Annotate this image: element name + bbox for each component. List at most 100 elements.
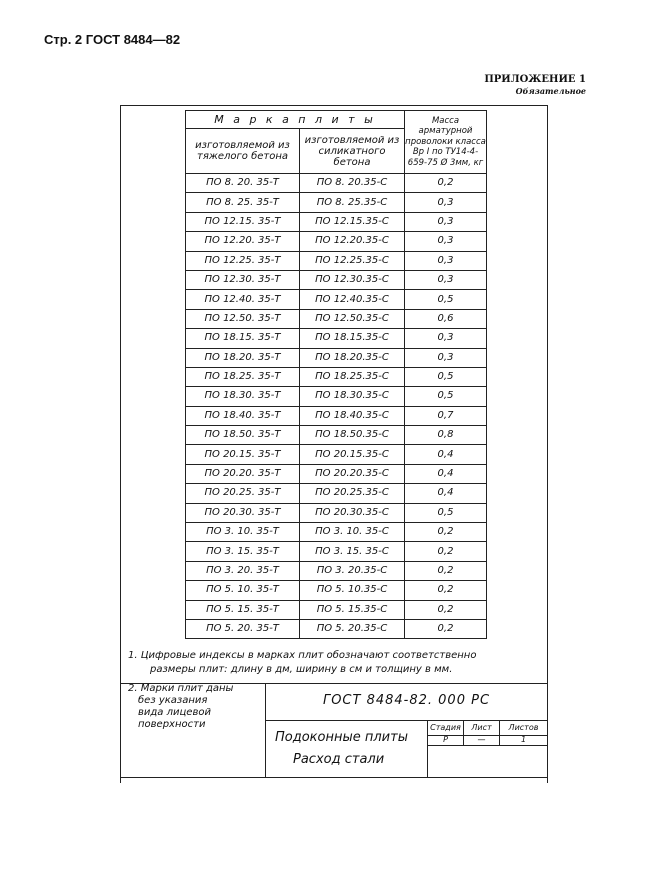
silicate-concrete-mark: ПО 12.20.35-С: [299, 231, 405, 252]
table-row: ПО 12.40. 35-Т ПО 12.40.35-С 0,5: [185, 289, 487, 310]
steel-mass: 0,7: [404, 405, 487, 427]
silicate-concrete-mark: ПО 18.50.35-С: [299, 425, 405, 446]
sheet-value: —: [477, 735, 486, 744]
silicate-concrete-mark: ПО 12.50.35-С: [299, 308, 405, 330]
appendix-status: Обязательное: [515, 86, 586, 96]
note-2-line: поверхности: [138, 719, 206, 730]
steel-mass: 0,2: [404, 560, 487, 582]
heavy-concrete-mark: ПО 3. 15. 35-Т: [185, 541, 300, 562]
silicate-concrete-mark: ПО 12.40.35-С: [299, 289, 405, 310]
steel-mass: 0,2: [404, 618, 487, 640]
silicate-concrete-mark: ПО 18.30.35-С: [299, 386, 405, 407]
sheets-label: Листов: [508, 723, 539, 732]
silicate-concrete-mark: ПО 20.25.35-С: [299, 483, 405, 504]
stage-value: Р: [443, 735, 448, 744]
steel-mass: 0,4: [404, 463, 487, 485]
heavy-concrete-mark: ПО 3. 20. 35-Т: [185, 560, 300, 582]
frame-top: [120, 105, 547, 106]
steel-mass: 0,8: [404, 425, 487, 446]
table-row: ПО 8. 20. 35-Т ПО 8. 20.35-С 0,2: [185, 172, 487, 194]
table-row: ПО 5. 20. 35-Т ПО 5. 20.35-С 0,2: [185, 618, 487, 640]
group-header: М а р к а п л и т ы: [185, 110, 405, 129]
note-2-line: без указания: [138, 695, 208, 706]
steel-mass: 0,2: [404, 172, 487, 194]
silicate-concrete-mark: ПО 3. 15. 35-С: [299, 541, 405, 562]
title-block-divider: [265, 720, 547, 721]
steel-mass: 0,2: [404, 599, 487, 620]
steel-mass: 0,5: [404, 366, 487, 388]
steel-mass: 0,3: [404, 231, 487, 252]
silicate-concrete-mark: ПО 5. 15.35-С: [299, 599, 405, 620]
table-row: ПО 18.20. 35-Т ПО 18.20.35-С 0,3: [185, 347, 487, 368]
heavy-concrete-mark: ПО 18.20. 35-Т: [185, 347, 300, 368]
steel-mass: 0,2: [404, 580, 487, 601]
steel-mass: 0,3: [404, 328, 487, 349]
heavy-concrete-mark: ПО 18.15. 35-Т: [185, 328, 300, 349]
table-row: ПО 20.25. 35-Т ПО 20.25.35-С 0,4: [185, 483, 487, 504]
grid-line: [427, 720, 428, 778]
silicate-concrete-mark: ПО 5. 20.35-С: [299, 618, 405, 640]
heavy-concrete-mark: ПО 5. 15. 35-Т: [185, 599, 300, 620]
table-row: ПО 5. 15. 35-Т ПО 5. 15.35-С 0,2: [185, 599, 487, 620]
sheets-value: 1: [520, 735, 527, 744]
table-row: ПО 12.50. 35-Т ПО 12.50.35-С 0,6: [185, 308, 487, 330]
heavy-concrete-mark: ПО 18.25. 35-Т: [185, 366, 300, 388]
heavy-concrete-mark: ПО 3. 10. 35-Т: [185, 522, 300, 543]
steel-mass: 0,3: [404, 269, 487, 291]
table-row: ПО 18.30. 35-Т ПО 18.30.35-С 0,5: [185, 386, 487, 407]
note-2: 2. Марки плит даны без указания вида лиц…: [128, 683, 233, 731]
table-row: ПО 3. 20. 35-Т ПО 3. 20.35-С 0,2: [185, 560, 487, 582]
table-row: ПО 18.40. 35-Т ПО 18.40.35-С 0,7: [185, 405, 487, 427]
steel-mass: 0,2: [404, 541, 487, 562]
table-row: ПО 18.25. 35-Т ПО 18.25.35-С 0,5: [185, 366, 487, 388]
table-row: ПО 3. 15. 35-Т ПО 3. 15. 35-С 0,2: [185, 541, 487, 562]
silicate-concrete-mark: ПО 20.20.35-С: [299, 463, 405, 485]
appendix-title: ПРИЛОЖЕНИЕ 1: [484, 74, 586, 85]
steel-mass: 0,4: [404, 444, 487, 465]
heavy-concrete-mark: ПО 18.30. 35-Т: [185, 386, 300, 407]
frame-bottom: [120, 777, 548, 778]
steel-mass: 0,3: [404, 192, 487, 213]
table-row: ПО 8. 25. 35-Т ПО 8. 25.35-С 0,3: [185, 192, 487, 213]
table-row: ПО 20.30. 35-Т ПО 20.30.35-С 0,5: [185, 502, 487, 524]
col-header-mass: Масса арматурной проволоки класса Вр I п…: [404, 110, 487, 174]
note-2-line: 2. Марки плит даны: [128, 683, 234, 694]
silicate-concrete-mark: ПО 20.15.35-С: [299, 444, 405, 465]
table-row: ПО 20.15. 35-Т ПО 20.15.35-С 0,4: [185, 444, 487, 465]
silicate-concrete-mark: ПО 8. 20.35-С: [299, 172, 405, 194]
stage-label: Стадия: [430, 723, 461, 732]
steel-mass: 0,4: [404, 483, 487, 504]
heavy-concrete-mark: ПО 12.50. 35-Т: [185, 308, 300, 330]
heavy-concrete-mark: ПО 12.25. 35-Т: [185, 250, 300, 271]
silicate-concrete-mark: ПО 18.40.35-С: [299, 405, 405, 427]
table-row: ПО 20.20. 35-Т ПО 20.20.35-С 0,4: [185, 463, 487, 485]
steel-mass: 0,2: [404, 522, 487, 543]
frame-right: [547, 105, 548, 783]
table-row: ПО 18.15. 35-Т ПО 18.15.35-С 0,3: [185, 328, 487, 349]
silicate-concrete-mark: ПО 3. 10. 35-С: [299, 522, 405, 543]
steel-mass: 0,5: [404, 502, 487, 524]
steel-mass: 0,3: [404, 250, 487, 271]
title-line1: Подоконные плиты: [275, 730, 408, 745]
heavy-concrete-mark: ПО 12.20. 35-Т: [185, 231, 300, 252]
title-block-top: [120, 683, 547, 684]
silicate-concrete-mark: ПО 8. 25.35-С: [299, 192, 405, 213]
steel-mass: 0,5: [404, 289, 487, 310]
silicate-concrete-mark: ПО 5. 10.35-С: [299, 580, 405, 601]
silicate-concrete-mark: ПО 18.25.35-С: [299, 366, 405, 388]
title-block-left: [265, 683, 266, 778]
page-header: Стр. 2 ГОСТ 8484—82: [44, 32, 181, 47]
table-row: ПО 12.25. 35-Т ПО 12.25.35-С 0,3: [185, 250, 487, 271]
heavy-concrete-mark: ПО 20.30. 35-Т: [185, 502, 300, 524]
heavy-concrete-mark: ПО 8. 25. 35-Т: [185, 192, 300, 213]
note-2-line: вида лицевой: [138, 707, 211, 718]
grid-line: [499, 720, 500, 745]
doc-code: ГОСТ 8484-82. 000 РС: [322, 693, 491, 708]
table-row: ПО 5. 10. 35-Т ПО 5. 10.35-С 0,2: [185, 580, 487, 601]
steel-mass: 0,6: [404, 308, 487, 330]
silicate-concrete-mark: ПО 3. 20.35-С: [299, 560, 405, 582]
table-row: ПО 12.20. 35-Т ПО 12.20.35-С 0,3: [185, 231, 487, 252]
heavy-concrete-mark: ПО 20.20. 35-Т: [185, 463, 300, 485]
heavy-concrete-mark: ПО 12.15. 35-Т: [185, 211, 300, 233]
